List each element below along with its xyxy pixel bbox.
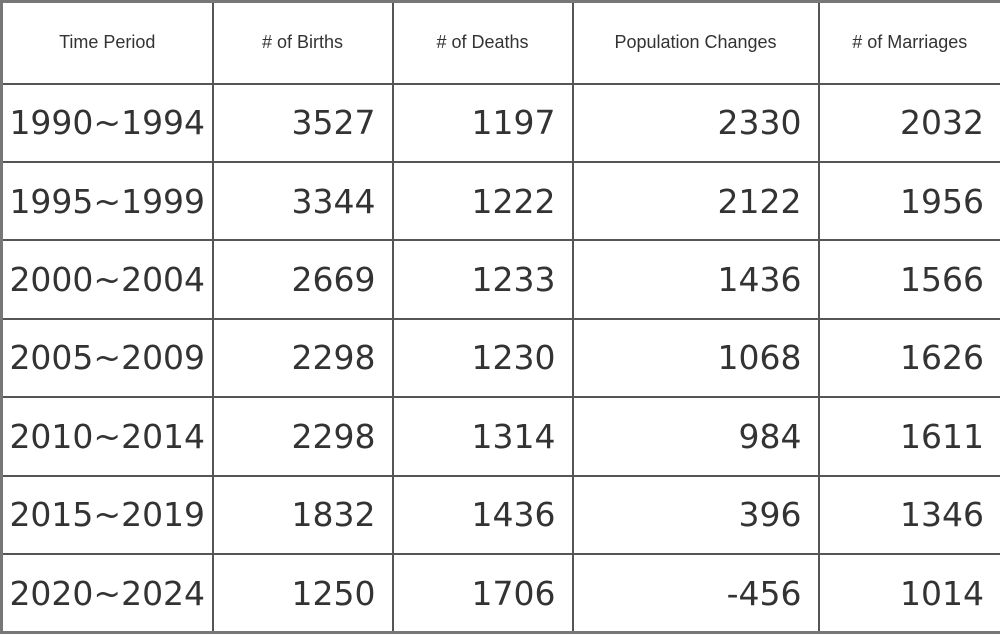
header-cell: # of Marriages — [817, 0, 1000, 85]
table-cell: 984 — [571, 396, 820, 477]
table-cell: 2298 — [211, 317, 394, 399]
table-row: 2005~2009 2298 1230 1068 1626 — [0, 317, 1000, 399]
table-row: 2015~2019 1832 1436 396 1346 — [0, 474, 1000, 556]
table-cell: 1832 — [211, 474, 394, 556]
table-cell: 2032 — [817, 82, 1000, 163]
table-cell: 1314 — [391, 396, 574, 477]
table-cell: 1990~1994 — [0, 82, 214, 163]
table-cell: 1566 — [817, 239, 1000, 320]
table-cell: 1956 — [817, 160, 1000, 242]
table-cell: 1014 — [817, 553, 1000, 634]
header-cell: Population Changes — [571, 0, 820, 85]
table-cell: 2298 — [211, 396, 394, 477]
table-cell: 1706 — [391, 553, 574, 634]
header-cell: # of Deaths — [391, 0, 574, 85]
table-cell: 1250 — [211, 553, 394, 634]
table-cell: 3527 — [211, 82, 394, 163]
table-cell: 2010~2014 — [0, 396, 214, 477]
table-cell: 1068 — [571, 317, 820, 399]
table-cell: 2669 — [211, 239, 394, 320]
table-cell: 2005~2009 — [0, 317, 214, 399]
table-cell: 2000~2004 — [0, 239, 214, 320]
table-cell: 2020~2024 — [0, 553, 214, 634]
table-row: 2010~2014 2298 1314 984 1611 — [0, 396, 1000, 477]
table-cell: 3344 — [211, 160, 394, 242]
table-cell: 1611 — [817, 396, 1000, 477]
table-row: 1995~1999 3344 1222 2122 1956 — [0, 160, 1000, 242]
table-cell: 1197 — [391, 82, 574, 163]
table-row: 2020~2024 1250 1706 -456 1014 — [0, 553, 1000, 634]
table-cell: 1230 — [391, 317, 574, 399]
header-row: Time Period # of Births # of Deaths Populat… — [0, 0, 1000, 85]
table-row: 2000~2004 2669 1233 1436 1566 — [0, 239, 1000, 320]
table-cell: 1233 — [391, 239, 574, 320]
table-header: Time Period # of Births # of Deaths Populat… — [0, 0, 1000, 85]
table-cell: 1222 — [391, 160, 574, 242]
header-cell: # of Births — [211, 0, 394, 85]
table-cell: 396 — [571, 474, 820, 556]
table-row: 1990~1994 3527 1197 2330 2032 — [0, 82, 1000, 163]
table-cell: 1626 — [817, 317, 1000, 399]
table-cell: 2015~2019 — [0, 474, 214, 556]
table-cell: 1436 — [571, 239, 820, 320]
table-cell: 2330 — [571, 82, 820, 163]
table-cell: 1346 — [817, 474, 1000, 556]
table-body: 1990~1994 3527 1197 2330 2032 1995~1999 3344 12… — [0, 82, 1000, 634]
table-cell: -456 — [571, 553, 820, 634]
table-cell: 2122 — [571, 160, 820, 242]
table-cell: 1436 — [391, 474, 574, 556]
header-cell: Time Period — [0, 0, 214, 85]
table-cell: 1995~1999 — [0, 160, 214, 242]
